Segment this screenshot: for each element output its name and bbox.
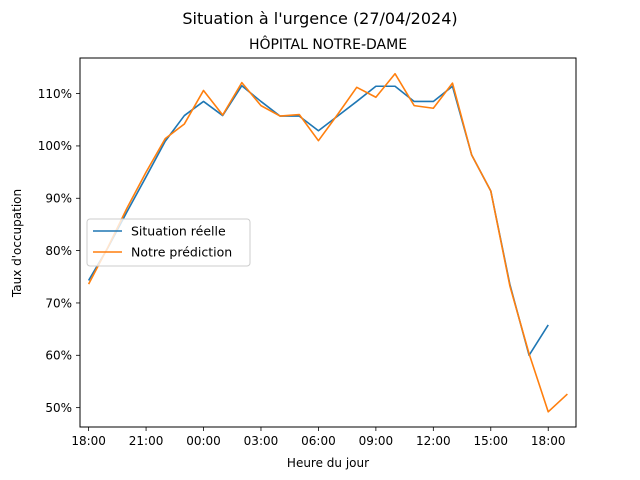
legend-label-real: Situation réelle xyxy=(131,224,226,239)
legend: Situation réelle Notre prédiction xyxy=(86,218,251,267)
axes-frame xyxy=(79,57,577,428)
y-tick-label: 100% xyxy=(38,139,72,153)
x-tick-label: 18:00 xyxy=(71,434,106,448)
legend-box xyxy=(86,218,251,267)
y-axis-label: Taux d'occupation xyxy=(10,189,24,298)
y-tick-label: 110% xyxy=(38,87,72,101)
y-tick-label: 80% xyxy=(45,244,72,258)
plot-area xyxy=(87,72,568,413)
chart-title: HÔPITAL NOTRE-DAME xyxy=(249,35,407,53)
figure-suptitle: Situation à l'urgence (27/04/2024) xyxy=(182,9,457,28)
y-tick-label: 60% xyxy=(45,349,72,363)
x-tick-label: 09:00 xyxy=(359,434,394,448)
x-tick-label: 03:00 xyxy=(244,434,279,448)
x-axis-label: Heure du jour xyxy=(287,456,369,470)
legend-label-prediction: Notre prédiction xyxy=(131,245,232,260)
x-axis: 18:00 21:00 00:00 03:00 06:00 09:00 12:00 15:00… xyxy=(71,427,566,448)
x-tick-label: 21:00 xyxy=(129,434,164,448)
series-line-prediction xyxy=(87,72,568,413)
x-tick-label: 12:00 xyxy=(416,434,451,448)
y-tick-label: 70% xyxy=(45,296,72,310)
x-tick-label: 00:00 xyxy=(186,434,221,448)
x-tick-label: 06:00 xyxy=(301,434,336,448)
y-axis: 50% 60% 70% 80% 90% 100% 110% xyxy=(38,87,80,415)
x-tick-label: 15:00 xyxy=(473,434,508,448)
y-tick-label: 90% xyxy=(45,192,72,206)
x-tick-label: 18:00 xyxy=(531,434,566,448)
y-tick-label: 50% xyxy=(45,401,72,415)
